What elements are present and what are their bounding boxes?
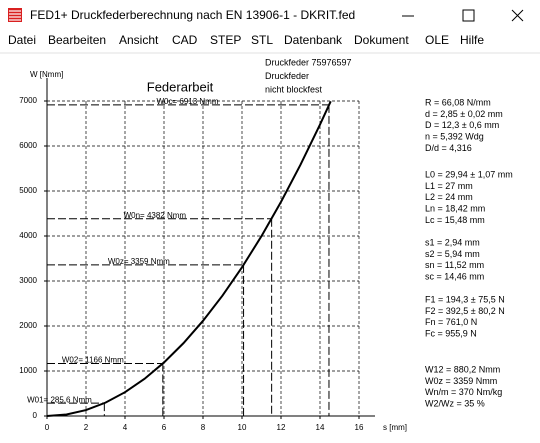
- annotation-label: W01= 285,6 Nmm: [27, 395, 92, 404]
- spring-header: Druckfeder: [265, 71, 309, 81]
- maximize-button[interactable]: [462, 9, 475, 22]
- info-line: W0z = 3359 Nmm: [425, 376, 497, 386]
- info-line: Lc = 15,48 mm: [425, 215, 485, 225]
- x-tick-label: 6: [162, 423, 167, 432]
- chart: 0 1000 2000 3000 4000 5000 6000 7000 0 2 4 6 8 10 12 14…: [19, 57, 513, 432]
- menu-item[interactable]: STL: [251, 33, 273, 47]
- info-line: Fc = 955,9 N: [425, 329, 477, 339]
- chart-title: Federarbeit: [147, 79, 214, 94]
- info-line: Ln = 18,42 mm: [425, 204, 485, 214]
- menu-item[interactable]: Hilfe: [460, 33, 484, 47]
- x-tick-label: 4: [123, 423, 128, 432]
- x-tick-label: 16: [355, 423, 364, 432]
- info-line: D/d = 4,316: [425, 143, 472, 153]
- info-line: Fn = 761,0 N: [425, 317, 477, 327]
- y-axis-label: W [Nmm]: [30, 70, 63, 79]
- spring-header: Druckfeder 75976597: [265, 57, 352, 67]
- x-axis-label: s [mm]: [383, 423, 407, 432]
- y-tick-label: 3000: [19, 276, 37, 285]
- y-tick-label: 5000: [19, 186, 37, 195]
- info-line: W12 = 880,2 Nmm: [425, 364, 500, 374]
- y-tick-label: 6000: [19, 141, 37, 150]
- menu-item[interactable]: STEP: [210, 33, 241, 47]
- info-line: F2 = 392,5 ± 80,2 N: [425, 306, 505, 316]
- y-tick-label: 2000: [19, 321, 37, 330]
- spring-header: nicht blockfest: [265, 84, 323, 94]
- info-line: W2/Wz = 35 %: [425, 399, 485, 409]
- y-tick-label: 7000: [19, 96, 37, 105]
- x-tick-label: 8: [201, 423, 206, 432]
- app-icon: [8, 8, 22, 22]
- x-tick-label: 0: [45, 423, 50, 432]
- info-line: L1 = 27 mm: [425, 181, 473, 191]
- annotation-label: W02= 1166 Nmm: [62, 356, 124, 365]
- menu-item[interactable]: CAD: [172, 33, 198, 47]
- x-tick-label: 12: [277, 423, 286, 432]
- info-line: D = 12,3 ± 0,6 mm: [425, 120, 499, 130]
- info-line: sn = 11,52 mm: [425, 260, 484, 270]
- info-line: n = 5,392 Wdg: [425, 132, 484, 142]
- info-line: R = 66,08 N/mm: [425, 97, 491, 107]
- annotation-label: W0n= 4382 Nmm: [124, 211, 187, 220]
- x-tick-label: 10: [238, 423, 247, 432]
- info-line: L2 = 24 mm: [425, 192, 473, 202]
- menu-item[interactable]: Datenbank: [284, 33, 343, 47]
- menu-bar: Datei Bearbeiten Ansicht CAD STEP STL Datenban…: [8, 33, 484, 47]
- info-line: L0 = 29,94 ± 1,07 mm: [425, 169, 513, 179]
- window-title: FED1+ Druckfederberechnung nach EN 13906…: [30, 8, 355, 22]
- y-tick-label: 1000: [19, 366, 37, 375]
- y-tick-label: 0: [33, 411, 38, 420]
- annotation-label: W0z= 3359 Nmm: [108, 257, 170, 266]
- x-tick-label: 2: [84, 423, 89, 432]
- info-line: sc = 14,46 mm: [425, 272, 484, 282]
- work-curve: [46, 100, 332, 417]
- menu-item[interactable]: OLE: [425, 33, 449, 47]
- menu-item[interactable]: Dokument: [354, 33, 409, 47]
- info-line: d = 2,85 ± 0,02 mm: [425, 109, 503, 119]
- menu-item[interactable]: Ansicht: [119, 33, 159, 47]
- menu-item[interactable]: Bearbeiten: [48, 33, 106, 47]
- info-line: F1 = 194,3 ± 75,5 N: [425, 294, 505, 304]
- menu-item[interactable]: Datei: [8, 33, 36, 47]
- info-line: s1 = 2,94 mm: [425, 237, 480, 247]
- close-button[interactable]: [511, 9, 524, 22]
- annotation-label: W0c= 6913 Nmm: [156, 97, 218, 106]
- x-tick-label: 14: [316, 423, 325, 432]
- info-line: Wn/m = 370 Nm/kg: [425, 387, 502, 397]
- info-line: s2 = 5,94 mm: [425, 249, 480, 259]
- y-tick-label: 4000: [19, 231, 37, 240]
